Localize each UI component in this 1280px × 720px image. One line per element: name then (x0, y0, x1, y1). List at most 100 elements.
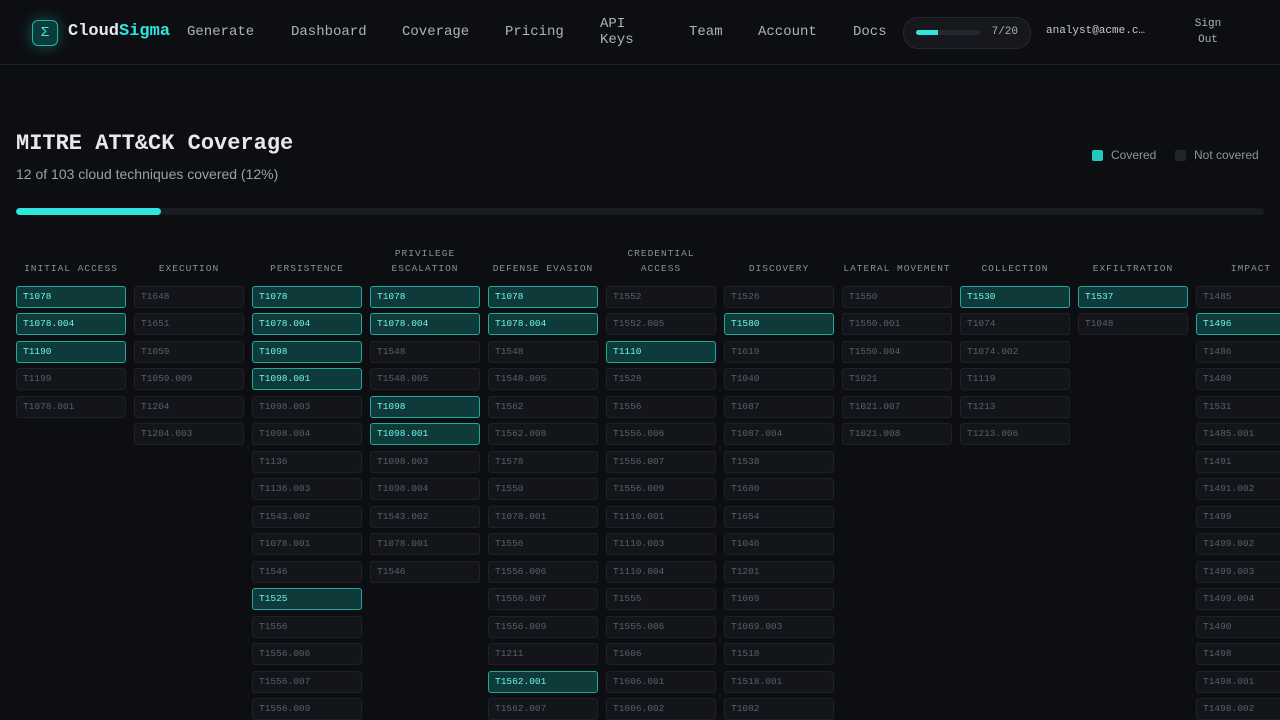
technique[interactable]: T1098 (370, 395, 480, 418)
technique[interactable]: T1562.001 (488, 670, 598, 693)
technique[interactable]: T1069.003 (724, 615, 834, 638)
technique[interactable]: T1078.001 (252, 533, 362, 555)
technique[interactable]: T1040 (724, 368, 834, 390)
technique[interactable]: T1078.001 (370, 533, 480, 555)
technique[interactable]: T1562 (488, 395, 598, 418)
technique[interactable]: T1201 (724, 560, 834, 583)
technique[interactable]: T1078 (16, 285, 126, 308)
technique[interactable]: T1518.001 (724, 670, 834, 693)
technique[interactable]: T1651 (134, 313, 244, 335)
technique[interactable]: T1562.007 (488, 698, 598, 720)
technique[interactable]: T1098.003 (370, 450, 480, 473)
technique[interactable]: T1548 (488, 340, 598, 363)
technique[interactable]: T1119 (960, 368, 1070, 390)
technique[interactable]: T1213.006 (960, 423, 1070, 445)
technique[interactable]: T1078.004 (488, 313, 598, 335)
technique[interactable]: T1110.003 (606, 533, 716, 555)
logo[interactable]: Σ (32, 20, 58, 46)
technique[interactable]: T1048 (1078, 313, 1188, 335)
technique[interactable]: T1491 (1196, 450, 1280, 473)
technique[interactable]: T1485 (1196, 285, 1280, 308)
technique[interactable]: T1098.001 (370, 423, 480, 445)
technique[interactable]: T1648 (134, 285, 244, 308)
technique[interactable]: T1606.001 (606, 670, 716, 693)
technique[interactable]: T1619 (724, 340, 834, 363)
technique[interactable]: T1021.007 (842, 395, 952, 418)
technique[interactable]: T1078.001 (488, 505, 598, 528)
technique[interactable]: T1136 (252, 450, 362, 473)
technique[interactable]: T1550.004 (842, 340, 952, 363)
technique[interactable]: T1021 (842, 368, 952, 390)
technique[interactable]: T1552.005 (606, 313, 716, 335)
technique[interactable]: T1543.002 (370, 505, 480, 528)
technique[interactable]: T1578 (488, 450, 598, 473)
technique[interactable]: T1654 (724, 505, 834, 528)
technique[interactable]: T1498.001 (1196, 670, 1280, 693)
technique[interactable]: T1552 (606, 285, 716, 308)
technique[interactable]: T1556.009 (488, 615, 598, 638)
technique[interactable]: T1562.008 (488, 423, 598, 445)
nav-link[interactable]: Pricing (505, 24, 564, 40)
technique[interactable]: T1556.007 (488, 588, 598, 610)
nav-link[interactable]: Generate (187, 24, 255, 40)
technique[interactable]: T1556 (606, 395, 716, 418)
technique[interactable]: T1556.007 (252, 670, 362, 693)
technique[interactable]: T1098 (252, 340, 362, 363)
technique[interactable]: T1098.001 (252, 368, 362, 390)
technique[interactable]: T1078.004 (370, 313, 480, 335)
technique[interactable]: T1490 (1196, 615, 1280, 638)
technique[interactable]: T1496 (1196, 313, 1280, 335)
technique[interactable]: T1556.007 (606, 450, 716, 473)
technique[interactable]: T1528 (606, 368, 716, 390)
technique[interactable]: T1538 (724, 450, 834, 473)
technique[interactable]: T1110.004 (606, 560, 716, 583)
technique[interactable]: T1078 (370, 285, 480, 308)
technique[interactable]: T1518 (724, 643, 834, 665)
technique[interactable]: T1531 (1196, 395, 1280, 418)
technique[interactable]: T1550 (488, 478, 598, 500)
technique[interactable]: T1204 (134, 395, 244, 418)
technique[interactable]: T1486 (1196, 340, 1280, 363)
technique[interactable]: T1078 (488, 285, 598, 308)
technique[interactable]: T1499.003 (1196, 560, 1280, 583)
technique[interactable]: T1546 (252, 560, 362, 583)
technique[interactable]: T1136.003 (252, 478, 362, 500)
technique[interactable]: T1046 (724, 533, 834, 555)
technique[interactable]: T1069 (724, 588, 834, 610)
technique[interactable]: T1499.002 (1196, 533, 1280, 555)
technique[interactable]: T1556 (488, 533, 598, 555)
technique[interactable]: T1498.002 (1196, 698, 1280, 720)
technique[interactable]: T1550.001 (842, 313, 952, 335)
nav-link[interactable]: Team (689, 24, 723, 40)
technique[interactable]: T1548 (370, 340, 480, 363)
nav-link[interactable]: Dashboard (291, 24, 367, 40)
technique[interactable]: T1199 (16, 368, 126, 390)
technique[interactable]: T1548.005 (370, 368, 480, 390)
technique[interactable]: T1556.009 (606, 478, 716, 500)
technique[interactable]: T1556.006 (606, 423, 716, 445)
sign-out[interactable]: Sign Out (1194, 18, 1222, 46)
technique[interactable]: T1110.001 (606, 505, 716, 528)
email[interactable]: analyst@acme.c… (1046, 25, 1146, 37)
technique[interactable]: T1074.002 (960, 340, 1070, 363)
technique[interactable]: T1087 (724, 395, 834, 418)
technique[interactable]: T1211 (488, 643, 598, 665)
technique[interactable]: T1556 (252, 615, 362, 638)
technique[interactable]: T1078 (252, 285, 362, 308)
technique[interactable]: T1190 (16, 340, 126, 363)
nav-link[interactable]: Coverage (402, 24, 470, 40)
technique[interactable]: T1543.002 (252, 505, 362, 528)
technique[interactable]: T1606.002 (606, 698, 716, 720)
technique[interactable]: T1087.004 (724, 423, 834, 445)
technique[interactable]: T1555.006 (606, 615, 716, 638)
technique[interactable]: T1491.002 (1196, 478, 1280, 500)
technique[interactable]: T1556.006 (252, 643, 362, 665)
technique[interactable]: T1556.006 (488, 560, 598, 583)
technique[interactable]: T1499.004 (1196, 588, 1280, 610)
technique[interactable]: T1078.004 (16, 313, 126, 335)
technique[interactable]: T1078.004 (252, 313, 362, 335)
nav-link[interactable]: Docs (853, 24, 887, 40)
technique[interactable]: T1526 (724, 285, 834, 308)
technique[interactable]: T1059.009 (134, 368, 244, 390)
technique[interactable]: T1485.001 (1196, 423, 1280, 445)
